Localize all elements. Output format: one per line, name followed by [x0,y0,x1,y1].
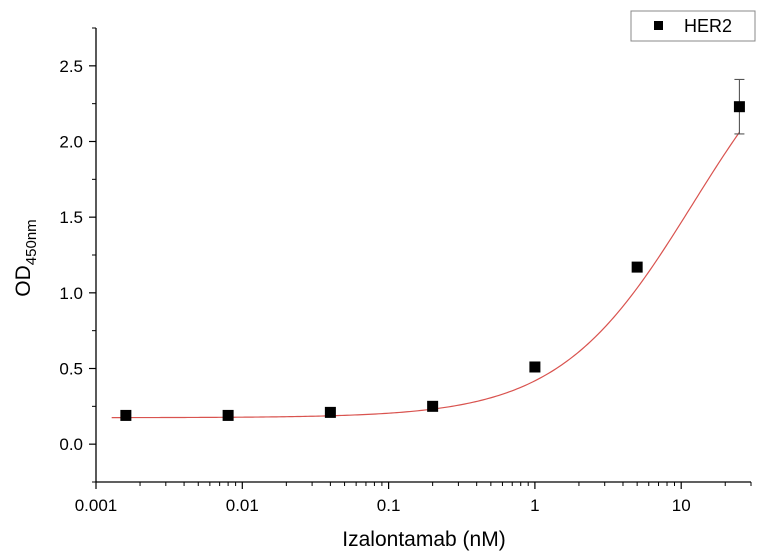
data-points [120,78,745,421]
y-axis-title-main: OD [12,265,35,297]
y-axis-title: OD450nm [12,219,40,296]
y-tick-label: 0.5 [59,360,83,379]
y-tick-label: 2.0 [59,133,83,152]
data-point [529,361,541,373]
axes [95,28,751,483]
fit-curve [111,131,740,419]
x-tick-label: 0.001 [75,496,118,515]
data-point [427,400,439,412]
data-point [733,101,745,113]
legend-box [630,10,756,42]
legend-label-her2: HER2 [684,16,732,36]
legend: HER2 [630,10,756,42]
data-point [324,406,336,418]
x-tick-label: 0.01 [226,496,259,515]
y-tick-label: 0.0 [59,435,83,454]
data-point [631,261,643,273]
data-point [222,409,234,421]
y-tick-label: 2.5 [59,57,83,76]
y-tick-label: 1.5 [59,208,83,227]
legend-marker-her2 [654,21,663,30]
x-axis-title: Izalontamab (nM) [342,528,505,551]
ticks: 0.0 0.5 1.0 1.5 2.0 2.5 0.001 0.01 0.1 1 10 [59,27,752,515]
y-axis-title-sub: 450nm [23,219,40,265]
y-tick-label: 1.0 [59,284,83,303]
x-tick-label: 10 [672,496,691,515]
data-point [120,409,132,421]
x-tick-label: 1 [530,496,539,515]
x-tick-label: 0.1 [377,496,401,515]
fit-curve-group [111,131,740,419]
